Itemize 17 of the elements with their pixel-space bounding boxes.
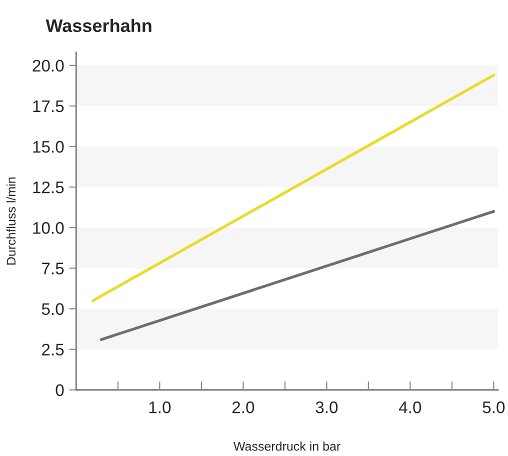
y-tick-label: 7.5: [42, 262, 64, 274]
y-axis-title: Durchfluss l/min: [6, 178, 16, 265]
y-tick-label: 12.5: [33, 181, 64, 194]
y-tick-label: 10.0: [33, 222, 64, 234]
chart-title: Wasserhahn: [46, 18, 152, 32]
x-axis-title: Wasserdruck in bar: [233, 442, 340, 451]
x-tick-label: 4.0: [398, 401, 422, 414]
x-tick-label: 2.0: [232, 401, 254, 414]
x-tick-label: 5.0: [482, 401, 505, 414]
y-tick-label: 17.5: [33, 100, 64, 112]
y-tick-label: 2.5: [42, 344, 64, 356]
y-tick-label: 5.0: [42, 303, 64, 315]
y-tick-label: 15.0: [33, 140, 64, 153]
x-tick-label: 3.0: [316, 401, 338, 414]
x-tick-label: 1.0: [149, 401, 171, 414]
y-tick-label: 20.0: [32, 60, 64, 72]
y-tick-label: 0: [56, 384, 64, 396]
